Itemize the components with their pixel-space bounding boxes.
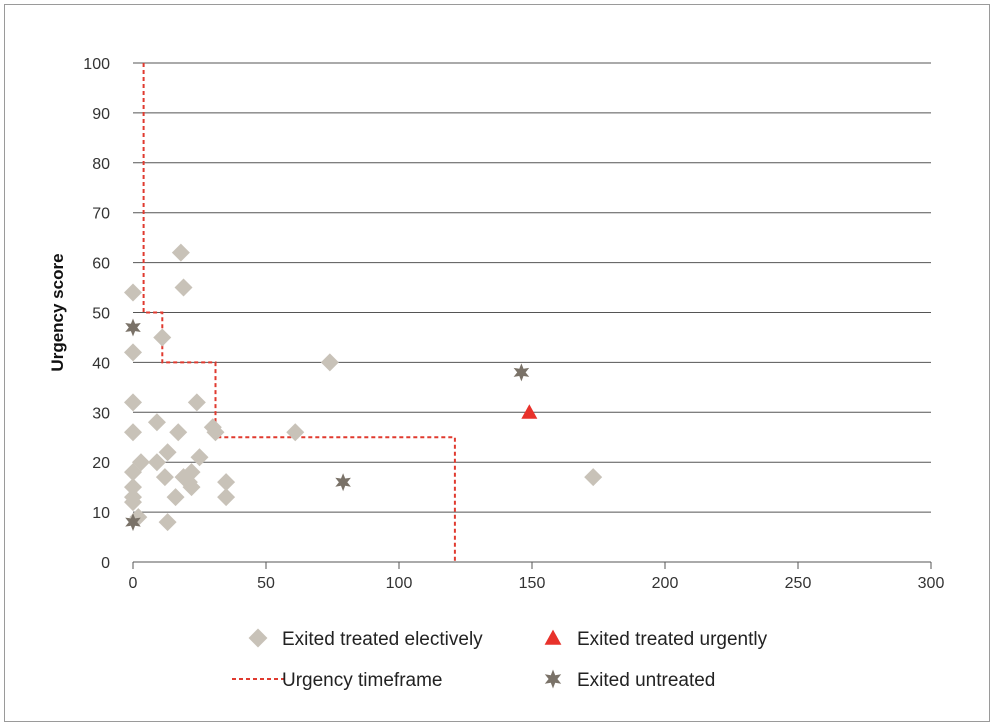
point-diamond: [286, 423, 305, 442]
point-diamond: [131, 453, 150, 472]
x-tick-label: 200: [652, 575, 679, 592]
legend-marker-star: [544, 669, 562, 689]
point-diamond: [124, 343, 142, 362]
point-triangle: [521, 404, 538, 419]
y-axis-label: Urgency score: [48, 253, 67, 371]
y-tick-label: 60: [92, 256, 110, 273]
x-tick-labels: 0 50 100 150 200 250 300: [129, 562, 945, 592]
point-diamond: [124, 423, 142, 442]
point-diamond: [182, 478, 201, 497]
gridlines: [133, 62, 931, 513]
x-tick-label: 250: [785, 575, 812, 592]
chart-frame: [4, 4, 990, 722]
point-star: [125, 513, 141, 532]
x-tick-label: 300: [918, 575, 945, 592]
legend-label: Exited treated urgently: [577, 629, 768, 650]
point-diamond: [217, 473, 236, 492]
y-tick-label: 30: [92, 405, 110, 422]
y-tick-label: 40: [92, 355, 110, 372]
y-tick-label: 100: [83, 56, 110, 73]
point-diamond: [158, 443, 177, 462]
x-tick-label: 0: [129, 575, 138, 592]
point-diamond: [206, 423, 225, 442]
x-tick-label: 50: [257, 575, 275, 592]
legend-label: Exited treated electively: [282, 629, 483, 650]
legend: Exited treated electively Exited treated …: [232, 628, 768, 691]
y-tick-label: 0: [101, 555, 110, 572]
point-diamond: [124, 283, 142, 302]
y-tick-labels: 0 10 20 30 40 50 60 70 80 90 100: [83, 56, 110, 572]
y-tick-label: 20: [92, 455, 110, 472]
legend-marker-diamond: [248, 628, 268, 648]
point-diamond: [174, 278, 193, 297]
point-diamond: [169, 423, 188, 442]
y-tick-label: 80: [92, 156, 110, 173]
point-diamond: [171, 243, 190, 262]
x-tick-label: 150: [519, 575, 546, 592]
point-diamond: [147, 453, 166, 472]
urgency-timeframe-layer: [142, 63, 456, 562]
point-diamond: [147, 413, 166, 432]
point-diamond: [124, 493, 142, 512]
point-diamond: [182, 463, 201, 482]
point-diamond: [158, 513, 177, 532]
urgency-timeframe-line: [142, 63, 456, 562]
y-tick-label: 50: [92, 306, 110, 323]
point-diamond: [187, 393, 206, 412]
y-tick-label: 90: [92, 106, 110, 123]
point-star: [513, 363, 530, 382]
point-diamond: [320, 353, 339, 372]
point-diamond: [124, 393, 142, 412]
point-diamond: [190, 448, 209, 467]
y-tick-label: 10: [92, 505, 110, 522]
point-diamond: [166, 488, 185, 507]
point-diamond: [124, 478, 142, 497]
legend-label: Urgency timeframe: [282, 670, 443, 691]
point-star: [335, 473, 351, 492]
y-tick-label: 70: [92, 206, 110, 223]
legend-marker-triangle: [544, 629, 562, 645]
point-diamond: [584, 468, 603, 487]
legend-label: Exited untreated: [577, 670, 715, 691]
point-star: [125, 318, 141, 337]
point-diamond: [153, 328, 172, 347]
x-tick-label: 100: [386, 575, 413, 592]
point-diamond: [217, 488, 236, 507]
point-diamond: [155, 468, 174, 487]
data-points: [124, 243, 603, 532]
